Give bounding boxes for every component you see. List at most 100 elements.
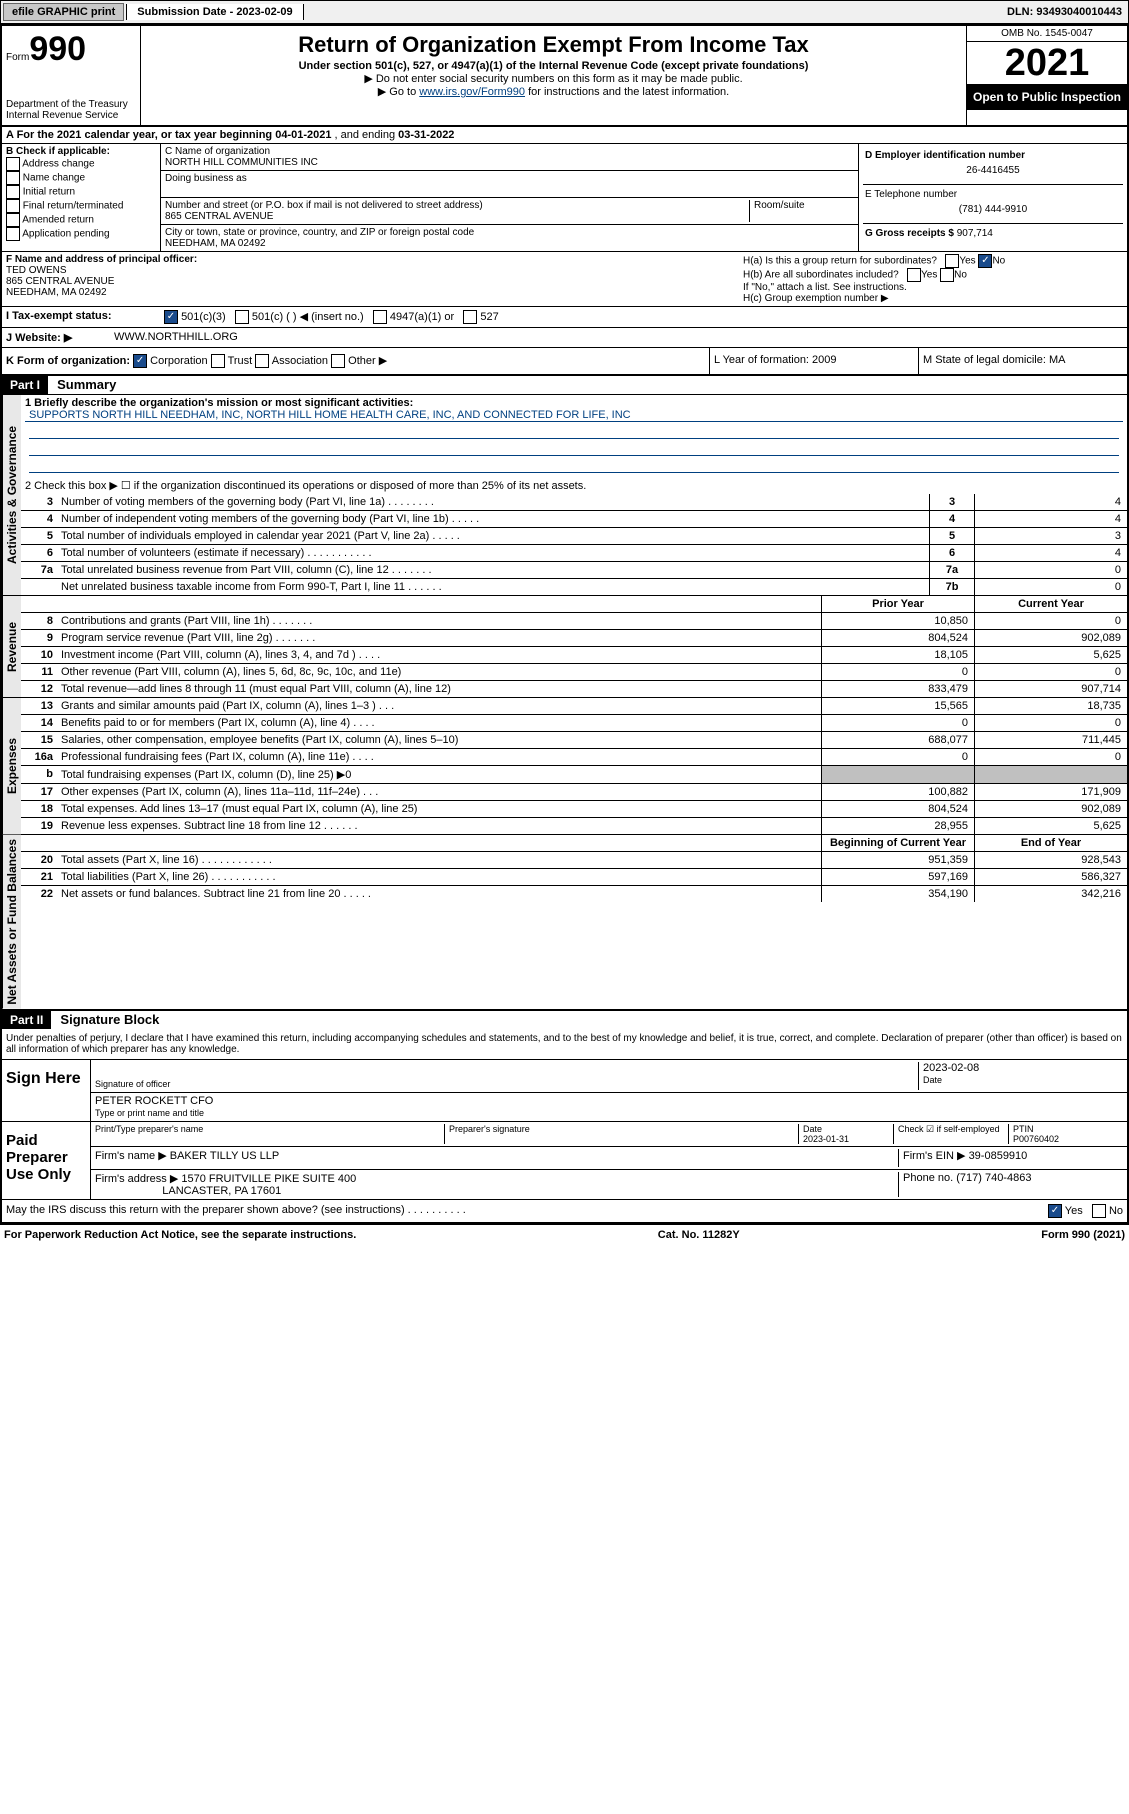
line-17: 17 Other expenses (Part IX, column (A), … (21, 784, 1127, 801)
part1-title: Summary (51, 377, 116, 392)
discuss-no[interactable] (1092, 1204, 1106, 1218)
subtitle-2b: ▶ Go to www.irs.gov/Form990 for instruct… (145, 85, 962, 98)
side-governance: Activities & Governance (2, 395, 21, 595)
line-b: b Total fundraising expenses (Part IX, c… (21, 766, 1127, 784)
firm-phone: (717) 740-4863 (956, 1172, 1031, 1184)
signature-block: Under penalties of perjury, I declare th… (0, 1029, 1129, 1224)
checkbox-address[interactable] (6, 157, 20, 171)
col-b: B Check if applicable: Address change Na… (2, 144, 161, 251)
line-8: 8 Contributions and grants (Part VIII, l… (21, 613, 1127, 630)
block-fgh: F Name and address of principal officer:… (0, 252, 1129, 307)
line-7a: 7a Total unrelated business revenue from… (21, 562, 1127, 579)
line-16a: 16a Professional fundraising fees (Part … (21, 749, 1127, 766)
block-bcd: B Check if applicable: Address change Na… (0, 144, 1129, 252)
subtitle-1: Under section 501(c), 527, or 4947(a)(1)… (145, 60, 962, 72)
dept-label: Department of the Treasury (6, 99, 136, 110)
footer: For Paperwork Reduction Act Notice, see … (0, 1224, 1129, 1245)
line-9: 9 Program service revenue (Part VIII, li… (21, 630, 1127, 647)
row-a: A For the 2021 calendar year, or tax yea… (0, 127, 1129, 144)
checkbox-final[interactable] (6, 199, 20, 213)
org-name: NORTH HILL COMMUNITIES INC (165, 157, 318, 168)
omb-number: OMB No. 1545-0047 (967, 26, 1127, 42)
gross-receipts: 907,714 (957, 228, 993, 239)
hb-no[interactable] (940, 268, 954, 282)
checkbox-name[interactable] (6, 171, 20, 185)
line-12: 12 Total revenue—add lines 8 through 11 … (21, 681, 1127, 697)
4947-check[interactable] (373, 310, 387, 324)
sign-here-label: Sign Here (2, 1060, 91, 1121)
row-i: I Tax-exempt status: ✓ 501(c)(3) 501(c) … (0, 307, 1129, 328)
ptin: P00760402 (1013, 1134, 1059, 1144)
hb-yes[interactable] (907, 268, 921, 282)
submission-date: Submission Date - 2023-02-09 (126, 4, 303, 20)
irs-label: Internal Revenue Service (6, 110, 136, 121)
mission: SUPPORTS NORTH HILL NEEDHAM, INC, NORTH … (25, 409, 1123, 422)
website: WWW.NORTHHILL.ORG (110, 328, 1127, 347)
corp-check[interactable]: ✓ (133, 354, 147, 368)
irs-link[interactable]: www.irs.gov/Form990 (419, 86, 525, 98)
side-net: Net Assets or Fund Balances (2, 835, 21, 1009)
checkbox-amended[interactable] (6, 213, 20, 227)
line-7b: Net unrelated business taxable income fr… (21, 579, 1127, 595)
line-13: 13 Grants and similar amounts paid (Part… (21, 698, 1127, 715)
501c3-check[interactable]: ✓ (164, 310, 178, 324)
form-header: Form990 Department of the Treasury Inter… (0, 24, 1129, 127)
tax-year: 2021 (967, 42, 1127, 84)
year-formation: L Year of formation: 2009 (709, 348, 918, 374)
501c-check[interactable] (235, 310, 249, 324)
phone: (781) 444-9910 (865, 200, 1121, 219)
other-check[interactable] (331, 354, 345, 368)
line-10: 10 Investment income (Part VIII, column … (21, 647, 1127, 664)
line-5: 5 Total number of individuals employed i… (21, 528, 1127, 545)
org-address: 865 CENTRAL AVENUE (165, 211, 273, 222)
line-20: 20 Total assets (Part X, line 16) . . . … (21, 852, 1127, 869)
ha-no[interactable]: ✓ (978, 254, 992, 268)
state-domicile: M State of legal domicile: MA (918, 348, 1127, 374)
checkbox-initial[interactable] (6, 185, 20, 199)
dln: DLN: 93493040010443 (1007, 6, 1128, 18)
side-expenses: Expenses (2, 698, 21, 834)
efile-button[interactable]: efile GRAPHIC print (3, 3, 124, 21)
col-c: C Name of organization NORTH HILL COMMUN… (161, 144, 859, 251)
527-check[interactable] (463, 310, 477, 324)
net-assets-section: Net Assets or Fund Balances Beginning of… (0, 835, 1129, 1011)
declaration: Under penalties of perjury, I declare th… (2, 1029, 1127, 1060)
top-bar: efile GRAPHIC print Submission Date - 20… (0, 0, 1129, 24)
line-22: 22 Net assets or fund balances. Subtract… (21, 886, 1127, 902)
trust-check[interactable] (211, 354, 225, 368)
ha-yes[interactable] (945, 254, 959, 268)
officer-sig-name: PETER ROCKETT CFO (95, 1095, 213, 1107)
officer-name: TED OWENS (6, 265, 67, 276)
revenue-section: Revenue Prior Year Current Year 8 Contri… (0, 596, 1129, 698)
line-15: 15 Salaries, other compensation, employe… (21, 732, 1127, 749)
subtitle-2a: ▶ Do not enter social security numbers o… (145, 72, 962, 85)
inspection-label: Open to Public Inspection (967, 84, 1127, 110)
discuss-yes[interactable]: ✓ (1048, 1204, 1062, 1218)
firm-ein: 39-0859910 (969, 1150, 1028, 1162)
row-klm: K Form of organization: ✓ Corporation Tr… (0, 348, 1129, 376)
line-21: 21 Total liabilities (Part X, line 26) .… (21, 869, 1127, 886)
line-4: 4 Number of independent voting members o… (21, 511, 1127, 528)
expenses-section: Expenses 13 Grants and similar amounts p… (0, 698, 1129, 835)
line-3: 3 Number of voting members of the govern… (21, 494, 1127, 511)
paid-preparer-label: Paid Preparer Use Only (2, 1122, 91, 1199)
row-j: J Website: ▶ WWW.NORTHHILL.ORG (0, 328, 1129, 348)
firm-name: BAKER TILLY US LLP (170, 1150, 279, 1162)
ein: 26-4416455 (865, 161, 1121, 180)
part2-header: Part II (2, 1011, 51, 1029)
form-title: Return of Organization Exempt From Incom… (145, 32, 962, 58)
governance-section: Activities & Governance 1 Briefly descri… (0, 395, 1129, 596)
line-19: 19 Revenue less expenses. Subtract line … (21, 818, 1127, 834)
part2-title: Signature Block (54, 1012, 159, 1027)
line-6: 6 Total number of volunteers (estimate i… (21, 545, 1127, 562)
part1-header: Part I (2, 376, 48, 394)
col-d: D Employer identification number26-44164… (859, 144, 1127, 251)
side-revenue: Revenue (2, 596, 21, 697)
checkbox-pending[interactable] (6, 227, 20, 241)
form-number: Form990 (6, 30, 136, 69)
line-11: 11 Other revenue (Part VIII, column (A),… (21, 664, 1127, 681)
line-14: 14 Benefits paid to or for members (Part… (21, 715, 1127, 732)
line-18: 18 Total expenses. Add lines 13–17 (must… (21, 801, 1127, 818)
assoc-check[interactable] (255, 354, 269, 368)
org-city: NEEDHAM, MA 02492 (165, 238, 266, 249)
